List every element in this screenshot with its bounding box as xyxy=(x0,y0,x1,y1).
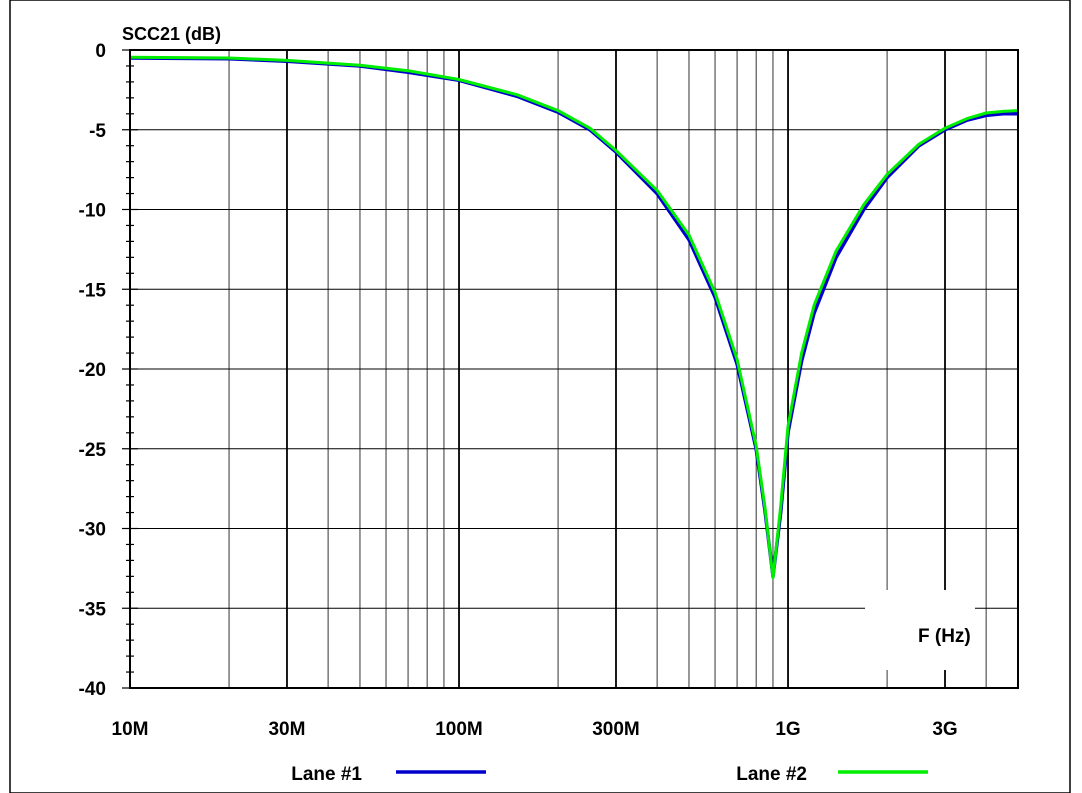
x-axis-label: F (Hz) xyxy=(918,626,971,647)
y-axis-label: SCC21 (dB) xyxy=(122,24,221,44)
x-tick-label: 100M xyxy=(435,719,483,740)
x-tick-label: 3G xyxy=(932,719,957,740)
x-tick-label: 30M xyxy=(268,719,305,740)
grid-y xyxy=(130,129,1018,609)
figure-frame xyxy=(9,0,1071,793)
y-tick-label: -40 xyxy=(79,679,106,700)
legend-label-2: Lane #2 xyxy=(736,764,807,785)
y-tick-label: -25 xyxy=(79,440,107,461)
y-tick-labels: 0 -5 -10 -15 -20 -25 -30 -35 -40 xyxy=(79,41,107,700)
plot-border xyxy=(129,49,1019,689)
y-tick-label: -35 xyxy=(79,599,107,620)
y-tick-label: -15 xyxy=(79,280,107,301)
legend-label-1: Lane #1 xyxy=(291,764,362,785)
xlabel-box xyxy=(865,590,975,670)
y-tick-label: 0 xyxy=(95,41,106,62)
y-tick-label: -20 xyxy=(79,360,106,381)
x-tick-labels: 10M 30M 100M 300M 1G 3G xyxy=(112,719,958,740)
x-tick-label: 1G xyxy=(775,719,800,740)
series-layer xyxy=(129,55,1019,580)
series-line-2 xyxy=(129,55,1019,580)
y-tick-label: -5 xyxy=(89,121,106,142)
x-tick-label: 300M xyxy=(592,719,640,740)
y-tick-label: -10 xyxy=(79,201,106,222)
legend: Lane #1 Lane #2 xyxy=(291,764,928,785)
y-tick-label: -30 xyxy=(79,520,106,541)
x-tick-label: 10M xyxy=(112,719,149,740)
